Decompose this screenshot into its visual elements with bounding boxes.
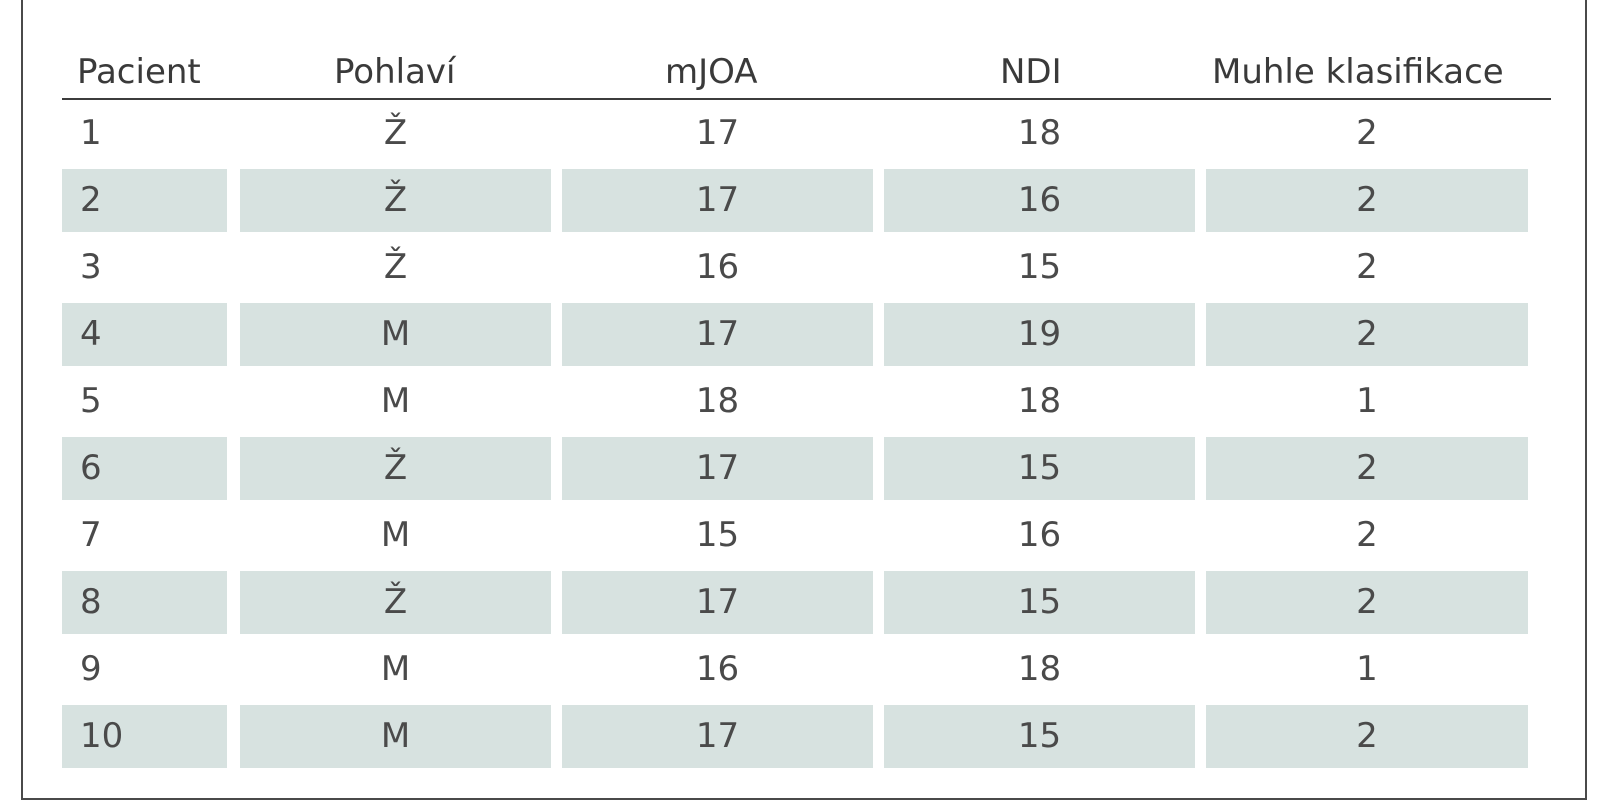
table-row: 4 M 17 19 2 bbox=[62, 301, 1551, 368]
cell-ndi: 19 bbox=[884, 303, 1195, 366]
cell-mjoa: 17 bbox=[562, 169, 873, 232]
table-header: Pacient Pohlaví mJOA NDI Muhle klasifika… bbox=[62, 40, 1551, 100]
cell-pacient: 6 bbox=[62, 437, 227, 500]
cell-pohlavi: M bbox=[380, 649, 411, 689]
cell-mjoa: 17 bbox=[562, 571, 873, 634]
cell-muhle: 2 bbox=[1206, 303, 1528, 366]
cell-muhle: 2 bbox=[1206, 169, 1528, 232]
cell-mjoa: 16 bbox=[695, 649, 740, 689]
cell-mjoa: 17 bbox=[695, 113, 740, 153]
cell-mjoa: 16 bbox=[695, 247, 740, 287]
cell-ndi: 15 bbox=[884, 437, 1195, 500]
cell-mjoa: 15 bbox=[695, 515, 740, 555]
cell-mjoa: 17 bbox=[562, 705, 873, 768]
cell-ndi: 18 bbox=[1017, 113, 1062, 153]
table-row: 7 M 15 16 2 bbox=[62, 502, 1551, 569]
cell-pacient: 8 bbox=[62, 571, 227, 634]
table-row: 9 M 16 18 1 bbox=[62, 636, 1551, 703]
cell-pacient: 3 bbox=[80, 247, 102, 287]
table-row: 8 Ž 17 15 2 bbox=[62, 569, 1551, 636]
cell-ndi: 18 bbox=[1017, 381, 1062, 421]
cell-mjoa: 18 bbox=[695, 381, 740, 421]
cell-ndi: 16 bbox=[1017, 515, 1062, 555]
cell-pacient: 10 bbox=[62, 705, 227, 768]
cell-muhle: 2 bbox=[1206, 571, 1528, 634]
cell-muhle: 2 bbox=[1206, 705, 1528, 768]
cell-muhle: 1 bbox=[1356, 381, 1378, 421]
cell-ndi: 15 bbox=[1017, 247, 1062, 287]
cell-muhle: 2 bbox=[1356, 113, 1378, 153]
cell-pohlavi: Ž bbox=[240, 437, 551, 500]
cell-pacient: 5 bbox=[80, 381, 102, 421]
cell-muhle: 2 bbox=[1356, 247, 1378, 287]
cell-pohlavi: M bbox=[240, 705, 551, 768]
table-row: 6 Ž 17 15 2 bbox=[62, 435, 1551, 502]
cell-pohlavi: Ž bbox=[383, 113, 408, 153]
header-pacient: Pacient bbox=[77, 52, 201, 92]
header-mjoa: mJOA bbox=[665, 52, 758, 92]
header-muhle-klasifikace: Muhle klasifikace bbox=[1212, 52, 1504, 92]
cell-pacient: 1 bbox=[80, 113, 102, 153]
cell-pacient: 2 bbox=[62, 169, 227, 232]
table-row: 10 M 17 15 2 bbox=[62, 703, 1551, 770]
cell-mjoa: 17 bbox=[562, 303, 873, 366]
header-ndi: NDI bbox=[1000, 52, 1062, 92]
cell-mjoa: 17 bbox=[562, 437, 873, 500]
cell-pohlavi: Ž bbox=[240, 169, 551, 232]
cell-pohlavi: Ž bbox=[240, 571, 551, 634]
table-row: 5 M 18 18 1 bbox=[62, 368, 1551, 435]
cell-muhle: 2 bbox=[1206, 437, 1528, 500]
cell-ndi: 18 bbox=[1017, 649, 1062, 689]
table-frame bbox=[21, 0, 1587, 800]
cell-muhle: 2 bbox=[1356, 515, 1378, 555]
table-row: 1 Ž 17 18 2 bbox=[62, 100, 1551, 167]
cell-ndi: 15 bbox=[884, 571, 1195, 634]
cell-pacient: 7 bbox=[80, 515, 102, 555]
cell-pohlavi: M bbox=[240, 303, 551, 366]
cell-pacient: 9 bbox=[80, 649, 102, 689]
table-row: 3 Ž 16 15 2 bbox=[62, 234, 1551, 301]
cell-muhle: 1 bbox=[1356, 649, 1378, 689]
cell-pohlavi: M bbox=[380, 515, 411, 555]
cell-pohlavi: Ž bbox=[383, 247, 408, 287]
header-pohlavi: Pohlaví bbox=[334, 52, 456, 92]
patient-table: Pacient Pohlaví mJOA NDI Muhle klasifika… bbox=[62, 40, 1551, 770]
cell-ndi: 15 bbox=[884, 705, 1195, 768]
cell-pacient: 4 bbox=[62, 303, 227, 366]
cell-pohlavi: M bbox=[380, 381, 411, 421]
table-row: 2 Ž 17 16 2 bbox=[62, 167, 1551, 234]
cell-ndi: 16 bbox=[884, 169, 1195, 232]
